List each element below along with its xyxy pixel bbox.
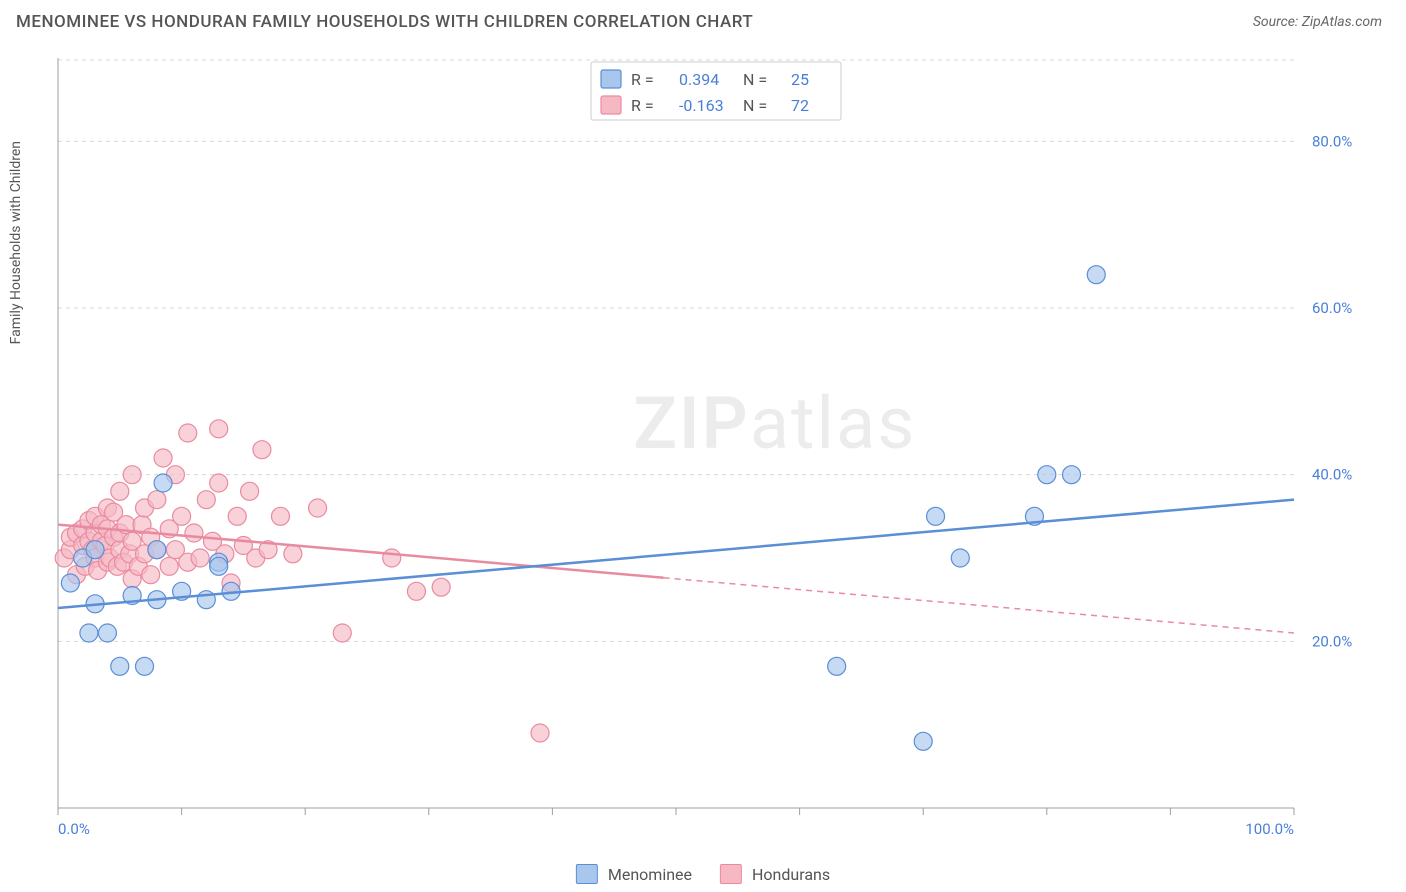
data-point	[1038, 466, 1056, 484]
data-point	[407, 582, 425, 600]
data-point	[333, 624, 351, 642]
data-point	[951, 549, 969, 567]
data-point	[228, 507, 246, 525]
legend-swatch	[601, 96, 621, 114]
data-point	[98, 624, 116, 642]
stats-legend: R = 0.394 N = 25 R = -0.163 N = 72	[591, 62, 841, 120]
y-tick-label: 20.0%	[1312, 632, 1352, 650]
scatter-chart: 0.0% 100.0% 20.0% 40.0% 60.0% 80.0% ZIPatlas R …	[16, 48, 1390, 844]
stat-r-label: R =	[631, 70, 654, 89]
legend-swatch	[720, 864, 742, 884]
regression-line-dashed	[664, 578, 1294, 633]
watermark: ZIPatlas	[633, 381, 916, 466]
data-point	[210, 420, 228, 438]
data-point	[432, 578, 450, 596]
data-point	[185, 524, 203, 542]
x-tick-label: 0.0%	[58, 820, 90, 838]
data-point	[1063, 466, 1081, 484]
data-point	[191, 549, 209, 567]
stat-r-label: R =	[631, 96, 654, 115]
data-point	[197, 491, 215, 509]
stat-r-value: 0.394	[679, 70, 719, 89]
bottom-legend: Menominee Hondurans	[576, 864, 830, 884]
chart-container: Family Households with Children 0.0%100.…	[16, 48, 1390, 844]
data-point	[123, 466, 141, 484]
data-point	[160, 557, 178, 575]
data-point	[86, 541, 104, 559]
data-point	[531, 724, 549, 742]
data-point	[253, 441, 271, 459]
y-tick-label: 80.0%	[1312, 132, 1352, 150]
stat-n-value: 25	[791, 70, 809, 89]
data-point	[271, 507, 289, 525]
data-point	[383, 549, 401, 567]
legend-swatch	[576, 864, 598, 884]
legend-label: Menominee	[608, 865, 692, 884]
source-attribution: Source: ZipAtlas.com	[1253, 14, 1382, 30]
y-axis-label: Family Households with Children	[8, 141, 24, 344]
legend-item: Menominee	[576, 864, 692, 884]
data-point	[914, 732, 932, 750]
legend-swatch	[601, 70, 621, 88]
data-point	[111, 482, 129, 500]
data-point	[173, 507, 191, 525]
data-point	[142, 566, 160, 584]
stat-n-value: 72	[791, 96, 809, 115]
data-point	[148, 491, 166, 509]
data-point	[111, 657, 129, 675]
data-point	[1087, 266, 1105, 284]
legend-item: Hondurans	[720, 864, 830, 884]
data-point	[80, 624, 98, 642]
data-point	[154, 449, 172, 467]
chart-title: MENOMINEE VS HONDURAN FAMILY HOUSEHOLDS …	[16, 12, 753, 32]
y-tick-label: 40.0%	[1312, 466, 1352, 484]
stat-n-label: N =	[743, 96, 767, 115]
data-point	[828, 657, 846, 675]
data-point	[309, 499, 327, 517]
data-point	[927, 507, 945, 525]
legend-label: Hondurans	[752, 865, 830, 884]
data-point	[210, 557, 228, 575]
data-point	[61, 574, 79, 592]
y-tick-label: 60.0%	[1312, 299, 1352, 317]
x-tick-label: 100.0%	[1245, 820, 1294, 838]
stat-r-value: -0.163	[679, 96, 724, 115]
stat-n-label: N =	[743, 70, 767, 89]
data-point	[179, 424, 197, 442]
data-point	[136, 657, 154, 675]
data-point	[284, 545, 302, 563]
data-point	[148, 541, 166, 559]
data-point	[241, 482, 259, 500]
data-point	[154, 474, 172, 492]
data-point	[210, 474, 228, 492]
